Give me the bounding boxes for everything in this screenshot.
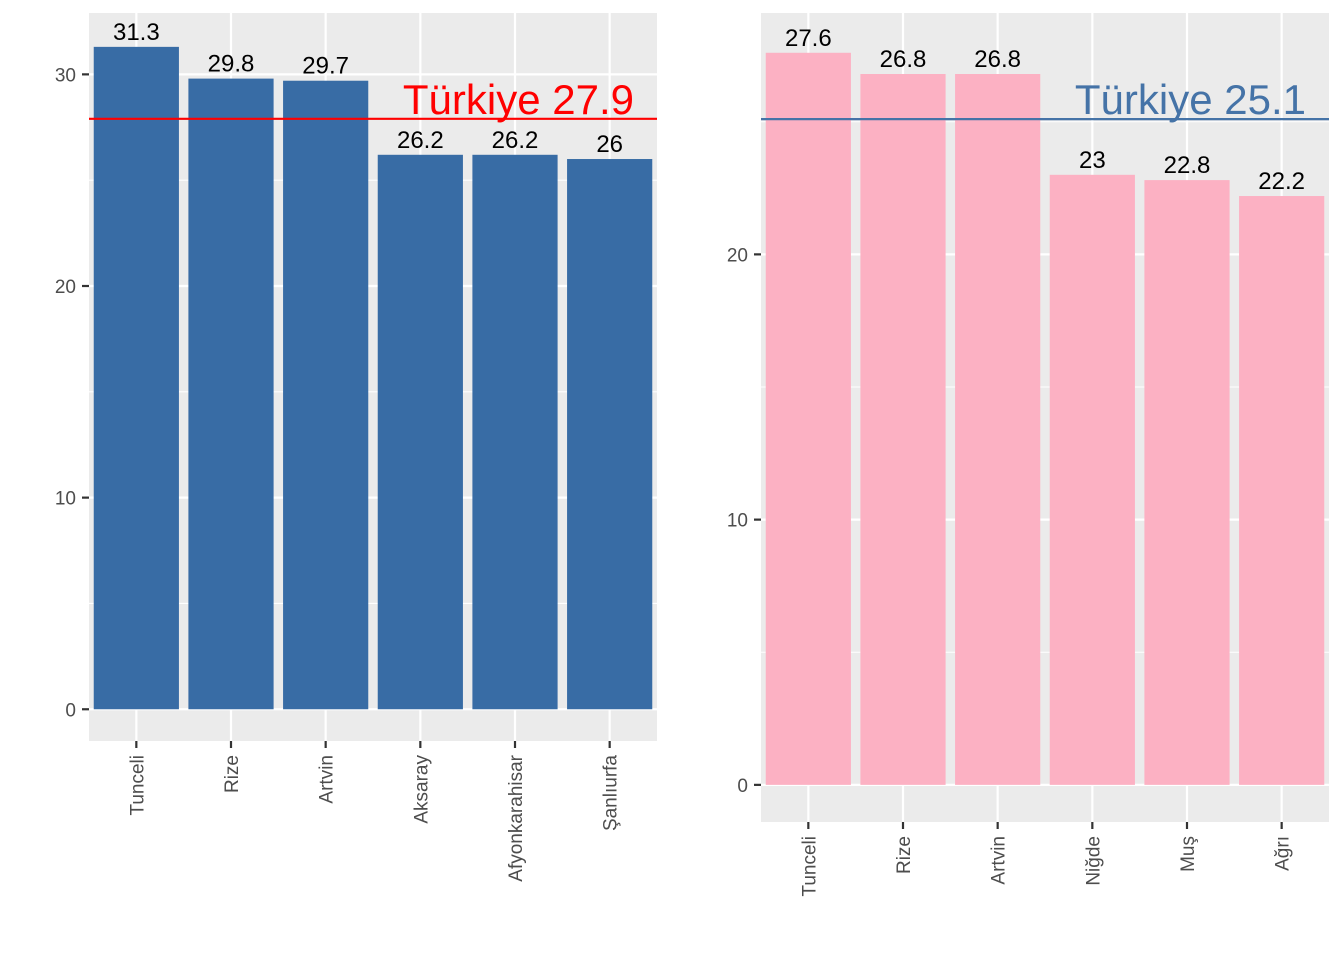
y-tick-label: 10 [55, 489, 76, 510]
bar-muş [1144, 180, 1230, 785]
data-label: 26.8 [974, 46, 1021, 73]
data-label: 22.2 [1258, 168, 1305, 195]
y-tick-label: 10 [727, 511, 748, 532]
x-tick-label: Tunceli [799, 836, 820, 897]
bar-afyonkarahisar [472, 154, 558, 710]
data-label: 26 [596, 131, 623, 158]
bar-tunceli [93, 46, 179, 710]
reference-line-label: Türkiye 27.9 [403, 76, 634, 123]
data-label: 26.2 [492, 127, 539, 154]
x-tick-label: Muş [1178, 836, 1199, 872]
panel-background [89, 13, 657, 741]
x-tick-label: Afyonkarahisar [506, 754, 527, 881]
x-tick-label: Artvin [317, 755, 338, 804]
panel-background [761, 13, 1329, 822]
y-tick-label: 0 [737, 776, 748, 797]
y-tick-label: 0 [65, 700, 76, 721]
right-chart-panel: 27.6 26.8 26.8 23 22.8 22.2 Türkiye 25.1 0 10 20 T… [727, 13, 1329, 897]
y-tick-label: 20 [727, 245, 748, 266]
bar-niğde [1049, 174, 1135, 785]
x-tick-label: Artvin [989, 836, 1010, 885]
reference-line-label: Türkiye 25.1 [1075, 76, 1306, 123]
data-label: 29.7 [302, 53, 349, 80]
bar-rize [860, 74, 946, 785]
data-label: 22.8 [1164, 152, 1211, 179]
x-tick-label: Ağrı [1273, 836, 1294, 871]
bar-ağrı [1239, 196, 1325, 785]
data-label: 26.2 [397, 127, 444, 154]
y-tick-label: 30 [55, 65, 76, 86]
x-tick-label: Rize [894, 836, 915, 874]
bar-şanlıurfa [567, 159, 653, 710]
bar-artvin [955, 74, 1041, 785]
x-tick-label: Tunceli [127, 755, 148, 816]
left-chart-panel: 31.3 29.8 29.7 26.2 26.2 26 Türkiye 27.9 0 10 20 3… [55, 13, 657, 882]
data-label: 29.8 [208, 51, 255, 78]
x-tick-label: Şanlıurfa [601, 755, 622, 831]
x-tick-label: Niğde [1083, 836, 1104, 886]
bar-artvin [283, 80, 369, 710]
bar-tunceli [765, 52, 851, 785]
data-label: 23 [1079, 147, 1106, 174]
data-label: 26.8 [880, 46, 927, 73]
x-tick-label: Aksaray [411, 755, 432, 824]
data-label: 27.6 [785, 25, 832, 52]
x-tick-label: Rize [222, 755, 243, 793]
y-tick-label: 20 [55, 277, 76, 298]
bar-rize [188, 78, 274, 710]
data-label: 31.3 [113, 19, 160, 46]
bar-aksaray [377, 154, 463, 710]
